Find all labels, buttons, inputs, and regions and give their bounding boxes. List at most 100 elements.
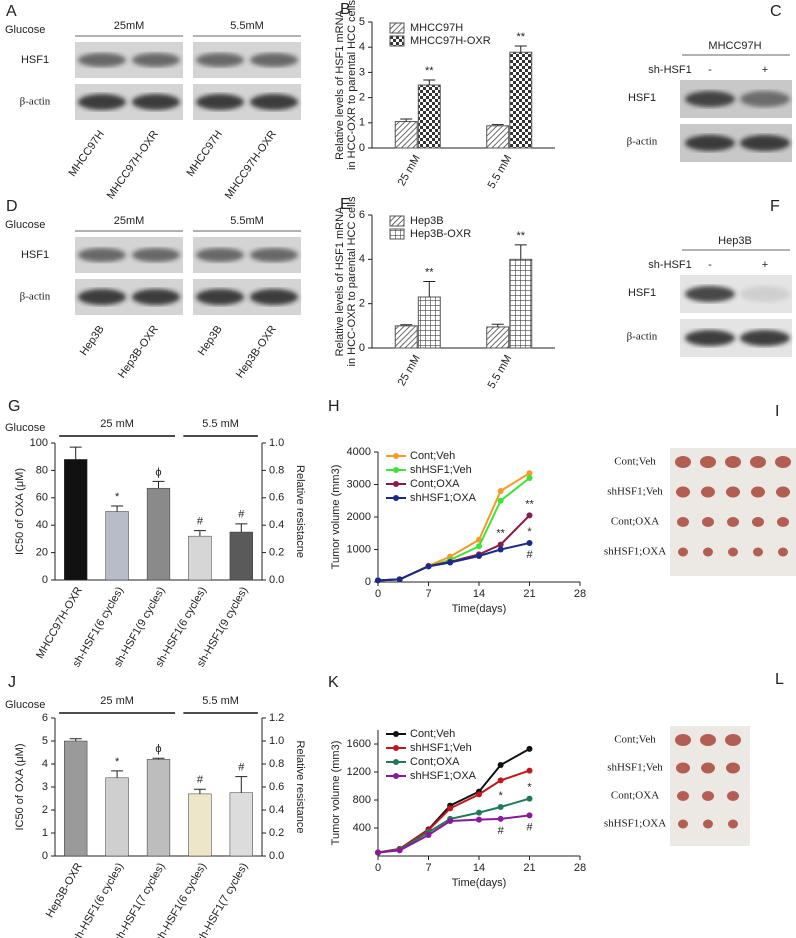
point: [476, 816, 482, 823]
x-tick-label: 7: [425, 862, 431, 874]
legend-swatch: [389, 35, 405, 47]
tumor: [777, 517, 789, 527]
lane-label: Hep3B-OXR: [234, 323, 279, 380]
point: [526, 812, 533, 819]
y-tick-label: 1: [359, 117, 365, 129]
tumor: [675, 734, 691, 746]
legend-marker: [393, 467, 399, 473]
point: [375, 849, 381, 856]
blot-band: [740, 286, 790, 302]
y-tick-label: 1: [42, 827, 48, 839]
tumor: [753, 547, 763, 557]
legend-label: shHSF1;Veh: [410, 742, 472, 754]
y-tick-label: 0: [42, 850, 48, 862]
y-tick-label: 800: [353, 794, 371, 806]
group-label: 5.5mM: [230, 215, 264, 227]
blot-band: [78, 248, 126, 262]
error-bar: [491, 124, 504, 126]
y-tick-label: 5: [42, 735, 48, 747]
y-tick-label: 2: [359, 92, 365, 104]
blot-band: [132, 94, 180, 110]
panel-letter: D: [6, 198, 18, 215]
blot-band: [196, 94, 244, 110]
lane-label: MHCC97H: [185, 128, 225, 178]
blot-band: [78, 289, 126, 305]
y-tick-label: 2000: [347, 511, 371, 523]
blot-band: [196, 289, 244, 305]
tumor: [776, 486, 790, 498]
significance: #: [197, 516, 204, 528]
error-bar: [193, 788, 206, 794]
y2-axis-label: Relative resistance: [294, 741, 306, 834]
y-tick-label: 4000: [347, 446, 371, 458]
panel-letter: J: [8, 674, 16, 691]
lane-sign: -: [708, 64, 712, 76]
row-label: Cont;Veh: [614, 734, 656, 746]
row-label: β-actin: [627, 136, 658, 148]
bar: [394, 121, 418, 149]
y-tick-label: 4: [42, 758, 48, 770]
point: [526, 540, 533, 546]
x-tick-label: 28: [574, 588, 586, 600]
tumor: [725, 456, 741, 468]
error-bar: [423, 281, 436, 298]
legend-label: MHCC97H: [410, 22, 463, 34]
y2-tick-label: 0.6: [269, 781, 284, 793]
panel-letter: I: [775, 403, 779, 420]
point: [497, 762, 504, 768]
blot-band: [132, 53, 180, 67]
panel-letter: H: [328, 398, 340, 415]
tumor: [752, 517, 764, 527]
x-tick-label: 28: [574, 862, 586, 874]
x-tick-label: Hep3B-OXR: [44, 861, 85, 920]
point: [476, 553, 482, 559]
y2-tick-label: 1.0: [269, 437, 284, 449]
blot-band: [78, 94, 126, 110]
tumor: [703, 547, 713, 557]
legend-swatch: [389, 22, 405, 34]
panel-letter: K: [328, 674, 339, 691]
legend-label: shHSF1;Veh: [410, 464, 472, 476]
lane-label: Hep3B-OXR: [116, 323, 161, 380]
point: [497, 488, 504, 494]
blot-band: [250, 53, 298, 67]
error-bar: [423, 79, 436, 85]
tumor: [678, 547, 688, 557]
legend-label: Cont;OXA: [410, 478, 460, 490]
row-label: shHSF1;Veh: [607, 762, 663, 774]
group-label: 25 mM: [100, 418, 134, 430]
y-tick-label: 400: [353, 822, 371, 834]
point: [497, 815, 504, 822]
row-title: Glucose: [5, 699, 45, 711]
blot-band: [740, 135, 790, 151]
bar: [417, 84, 441, 149]
y-tick-label: 4: [359, 253, 365, 265]
y2-tick-label: 0.4: [269, 804, 284, 816]
tumor: [701, 762, 715, 774]
error-bar: [400, 118, 413, 122]
row-title: Glucose: [5, 219, 45, 231]
tumor: [700, 734, 716, 746]
tumor: [702, 517, 714, 527]
point: [497, 777, 504, 784]
x-tick-label: 7: [425, 588, 431, 600]
row-label: Cont;OXA: [611, 516, 659, 528]
header: MHCC97H: [708, 40, 761, 52]
x-tick-label: 5.5 mM: [486, 153, 515, 191]
legend-label: MHCC97H-OXR: [410, 35, 491, 47]
lane-label: Hep3B: [78, 324, 107, 358]
bar: [229, 792, 253, 857]
bar: [486, 125, 510, 149]
panel-letter: L: [775, 671, 784, 688]
point: [497, 541, 504, 548]
lane-sign: -: [708, 259, 712, 271]
legend-label: Cont;Veh: [410, 728, 455, 740]
significance: #: [238, 509, 245, 521]
y-axis-label: Relative levels of HSF1 mRNA: [334, 9, 346, 159]
point-label: #: [526, 549, 533, 561]
row-label: β-actin: [20, 96, 51, 108]
lane-sign: +: [762, 64, 768, 76]
y-tick-label: 3: [42, 781, 48, 793]
legend-marker: [393, 745, 399, 751]
